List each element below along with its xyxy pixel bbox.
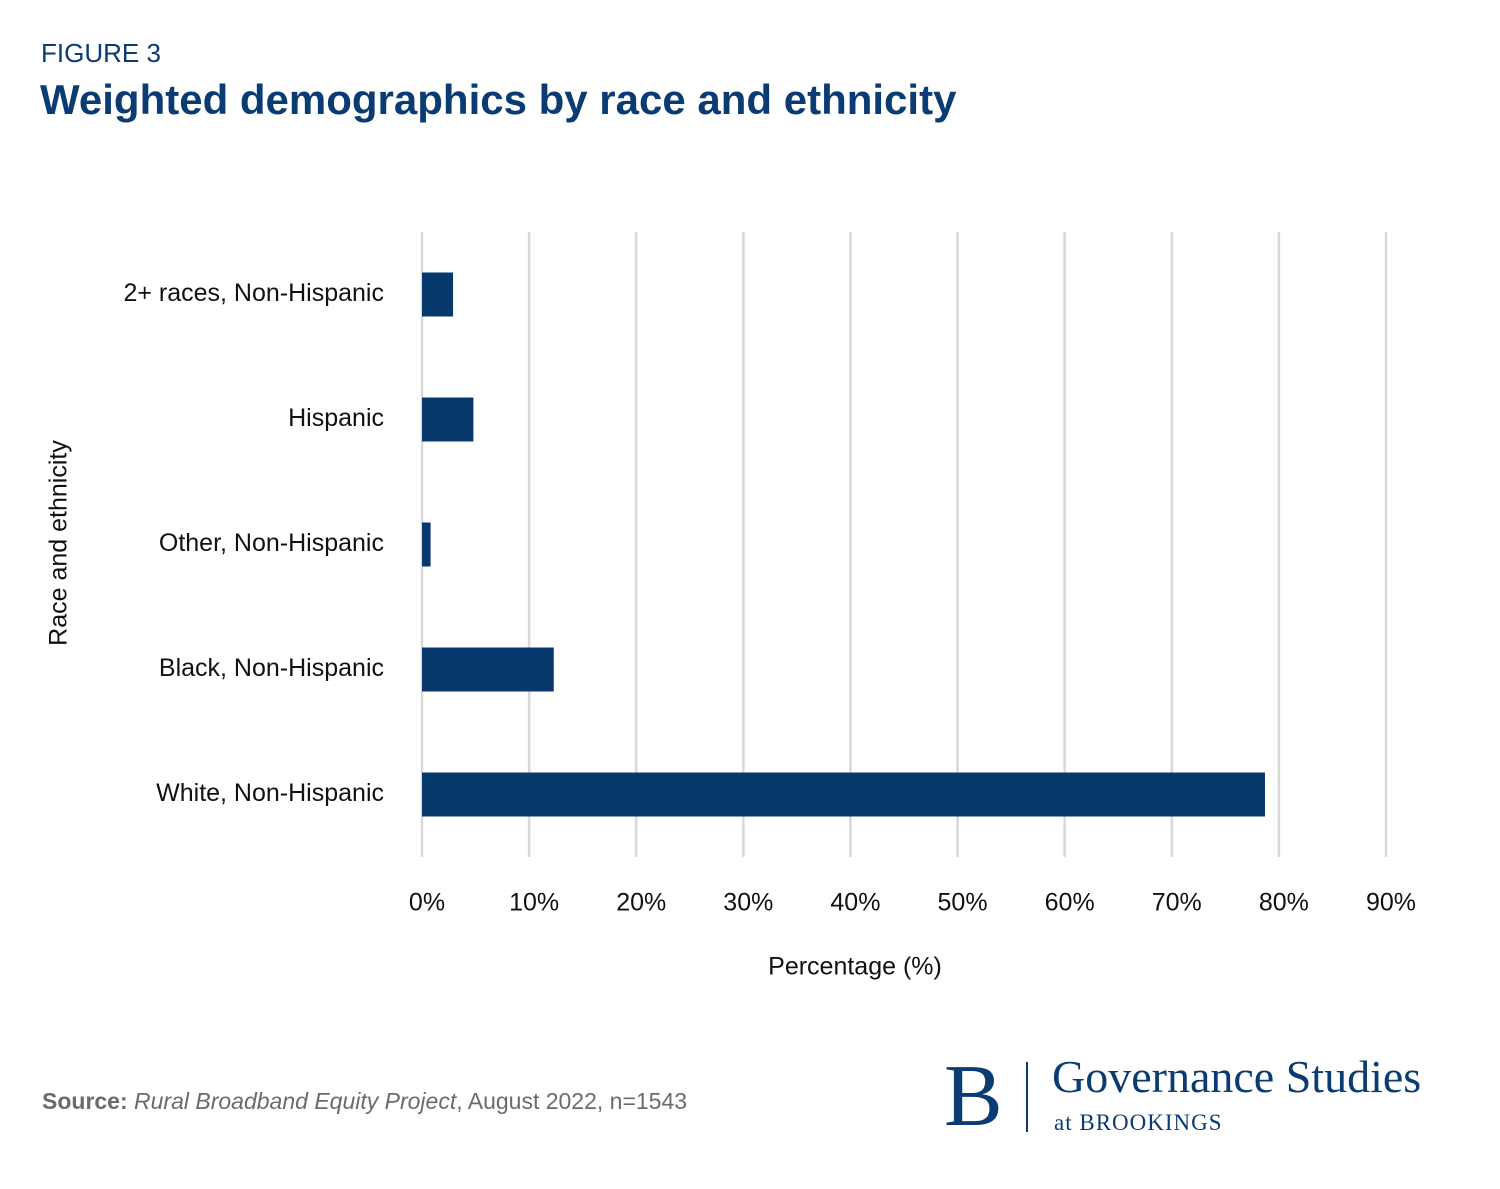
x-tick-label: 40% xyxy=(830,889,880,917)
logo-letter: B xyxy=(944,1048,1003,1145)
x-axis-label: Percentage (%) xyxy=(768,953,942,981)
source-rest: , August 2022, n=1543 xyxy=(456,1088,688,1114)
y-tick-label: Black, Non-Hispanic xyxy=(159,654,384,682)
y-axis-label: Race and ethnicity xyxy=(45,440,73,646)
y-tick-label: 2+ races, Non-Hispanic xyxy=(123,279,384,307)
logo-sub: at BROOKINGS xyxy=(1054,1110,1223,1135)
y-tick-label: White, Non-Hispanic xyxy=(156,779,384,807)
source: Source: Rural Broadband Equity Project, … xyxy=(42,1088,687,1115)
source-title: Rural Broadband Equity Project xyxy=(134,1088,457,1114)
x-tick-label: 90% xyxy=(1366,889,1416,917)
x-tick-label: 20% xyxy=(616,889,666,917)
figure-label: FIGURE 3 xyxy=(41,38,161,68)
bar xyxy=(422,397,474,442)
bar xyxy=(422,522,431,567)
x-tick-label: 10% xyxy=(509,889,559,917)
source-label: Source: xyxy=(42,1088,128,1114)
logo-divider xyxy=(1026,1062,1028,1132)
y-tick-label: Other, Non-Hispanic xyxy=(159,529,384,557)
y-tick-label: Hispanic xyxy=(288,404,384,432)
logo-name: Governance Studies xyxy=(1052,1051,1422,1102)
x-tick-label: 60% xyxy=(1045,889,1095,917)
bar xyxy=(422,772,1265,817)
x-tick-label: 30% xyxy=(723,889,773,917)
bar xyxy=(422,647,554,692)
x-tick-label: 70% xyxy=(1152,889,1202,917)
x-tick-label: 0% xyxy=(409,889,445,917)
x-tick-label: 80% xyxy=(1259,889,1309,917)
bar xyxy=(422,272,454,317)
chart-title: Weighted demographics by race and ethnic… xyxy=(40,76,957,123)
x-tick-label: 50% xyxy=(938,889,988,917)
